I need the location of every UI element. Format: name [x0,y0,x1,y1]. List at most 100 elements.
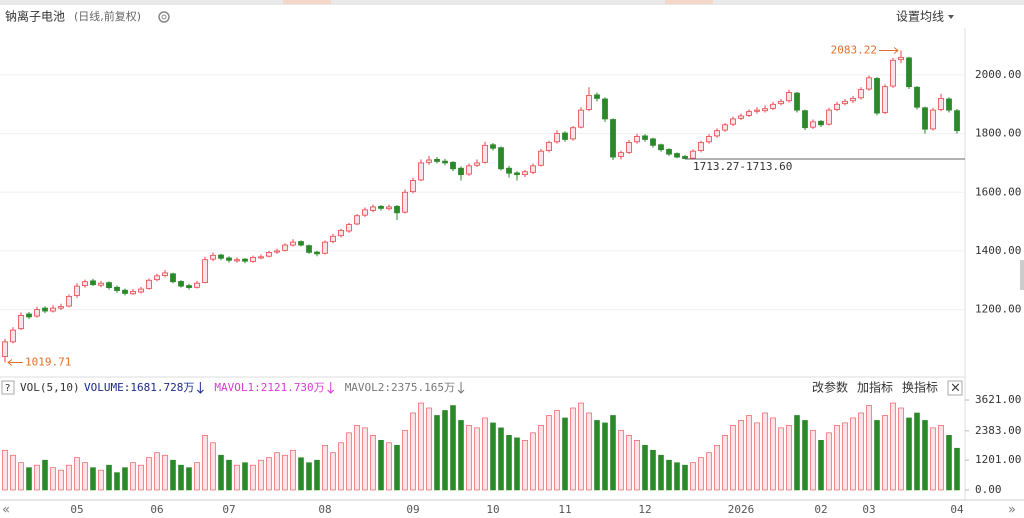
candle-body [346,224,352,232]
volume-bar [850,417,856,491]
volume-bar [690,462,696,491]
volume-bar [18,462,24,491]
edit-params[interactable]: 改参数 [812,380,848,395]
volume-bar [890,402,896,491]
candle-body [274,250,280,253]
tab[interactable] [665,0,713,4]
volume-bar [394,444,400,491]
candle-body [546,141,552,152]
candle-body [626,141,632,153]
trend-arrow [196,382,204,394]
volume-bar [730,425,736,491]
candle-body [290,241,296,246]
volume-bar [98,469,104,491]
candle-body [386,206,392,210]
volume-bar [562,417,568,491]
help[interactable]: ? [5,383,10,394]
x-tick-label: 09 [406,503,419,516]
volume-bar [706,452,712,491]
candle-body [162,272,168,276]
volume-bar [74,457,80,491]
x-tick-label: 05 [70,503,83,516]
volume-bar [314,459,320,491]
candle-body [874,78,880,114]
volume-bar [170,459,176,491]
candle-body [810,121,816,128]
candle-body [682,156,688,159]
volume-bar [274,452,280,491]
candle-body [506,167,512,174]
volume-bar [490,422,496,491]
volume-bar [450,405,456,491]
volume-bar [266,457,272,491]
candle-body [722,124,728,131]
volume-bar [602,422,608,491]
settings-gear[interactable] [158,11,170,23]
candle-body [866,77,872,90]
tab[interactable] [283,0,331,4]
volume-bar [466,425,472,491]
candle-body [106,282,112,288]
trend-arrow [457,382,465,394]
candle-body [498,147,504,170]
volume-bar [498,427,504,491]
ma-settings[interactable]: 设置均线 [896,10,944,24]
volume-bar [122,467,128,491]
volume-bar [114,472,120,491]
volume-bar [218,454,224,491]
scroll-left[interactable]: « [2,503,10,518]
candle-body [666,149,672,155]
y-tick-label: 1800.00 [975,127,1021,140]
candle-body [170,273,176,283]
switch-indicator[interactable]: 换指标 [902,380,938,395]
volume-bar [130,462,136,491]
volume-bar [586,412,592,491]
annotation: 2083.22 [831,44,877,57]
candle-body [906,57,912,88]
volume-bar [522,440,528,491]
x-tick-label: 2026 [728,503,755,516]
annotation-arrow [7,359,23,366]
volume-bar [410,412,416,491]
scrollbar[interactable] [1020,260,1024,290]
volume-bar [162,454,168,491]
candle-body [658,144,664,151]
candle-body [154,275,160,281]
candle-body [114,286,120,291]
candle-body [338,229,344,237]
candle-body [482,144,488,163]
candle-body [530,165,536,173]
candle-body [250,256,256,262]
x-tick-label: 08 [318,503,331,516]
volume-bar [754,422,760,491]
candle-body [834,103,840,110]
candle-body [898,56,904,61]
candle-body [642,135,648,140]
candle-body [186,285,192,288]
help-box[interactable] [1,380,15,395]
add-indicator[interactable]: 加指标 [857,380,893,395]
volume-bar [210,442,216,491]
volume-bar [26,467,32,491]
candle-body [570,127,576,140]
scroll-right[interactable]: » [1008,503,1016,518]
candle-body [490,144,496,149]
volume-bar [898,407,904,491]
candle-body [394,205,400,214]
candle-body [90,280,96,286]
y-tick-label: 0.00 [975,483,1002,496]
volume-bar [618,430,624,491]
close-box[interactable] [947,380,963,396]
volume-bar [514,437,520,491]
x-tick-label: 03 [862,503,875,516]
close[interactable]: × [950,381,961,396]
dropdown-arrow[interactable] [948,15,954,19]
volume-bar [858,412,864,491]
candle-body [818,120,824,126]
legend-entry: MAVOL2:2375.165万 [345,381,455,394]
volume-bar [530,432,536,491]
candle-body [562,132,568,140]
volume-bar [698,457,704,491]
indicator-name: VOL(5,10) [20,381,80,394]
